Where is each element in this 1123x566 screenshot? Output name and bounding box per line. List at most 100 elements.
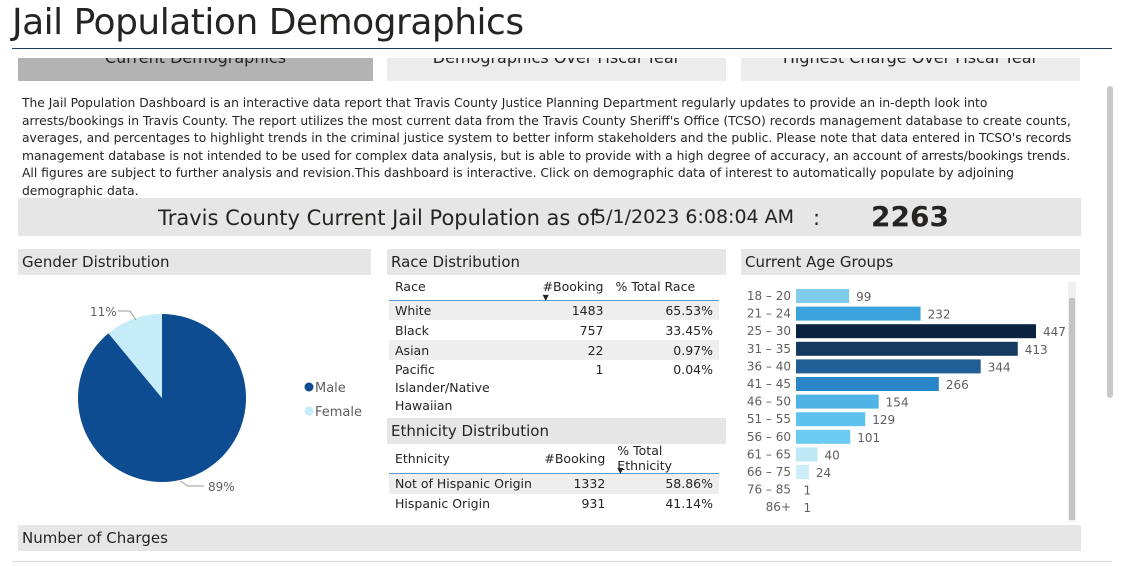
age-bar[interactable] (796, 394, 879, 409)
age-value-label: 101 (857, 431, 880, 445)
table-row[interactable]: White 1483 65.53% (389, 300, 719, 320)
charges-panel-title: Number of Charges (18, 525, 1081, 551)
legend-male[interactable]: Male (315, 381, 346, 396)
pct-cell: 0.97% (609, 340, 719, 360)
race-table: Race #Booking ▼ % Total Race White 1483 6… (389, 274, 719, 417)
pct-cell: 41.14% (665, 496, 713, 511)
banner-separator: : (813, 206, 821, 230)
title-divider (12, 48, 1112, 49)
race-cell: Pacific Islander/Native Hawaiian (395, 362, 490, 413)
age-category-label: 66 – 75 (747, 465, 791, 479)
pct-cell: 33.45% (665, 322, 713, 338)
age-category-label: 76 – 85 (747, 483, 791, 497)
booking-cell: 1483 (536, 300, 610, 320)
age-value-label: 232 (928, 308, 951, 322)
col-ethnicity[interactable]: Ethnicity (395, 450, 450, 466)
bottom-divider (12, 561, 1112, 562)
age-bar[interactable] (796, 412, 866, 427)
age-bar[interactable] (796, 429, 851, 444)
population-count: 2263 (871, 200, 949, 233)
age-category-label: 56 – 60 (747, 430, 791, 444)
legend-dot-female (304, 406, 314, 416)
age-value-label: 447 (1043, 325, 1066, 339)
pie-slice-female[interactable] (108, 314, 162, 398)
age-category-label: 41 – 45 (747, 377, 791, 391)
age-bar-chart[interactable]: 18 – 20 99 21 – 24 232 25 – 30 447 31 – 35 413 3… (741, 282, 1066, 522)
age-category-label: 46 – 50 (747, 395, 791, 409)
age-category-label: 61 – 65 (747, 447, 791, 461)
table-row[interactable]: Asian 22 0.97% (389, 340, 719, 360)
age-category-label: 86+ (766, 500, 791, 514)
female-leader-line (118, 310, 137, 321)
age-scrollbar-thumb[interactable] (1069, 298, 1075, 520)
age-category-label: 18 – 20 (747, 289, 791, 303)
race-cell: White (389, 300, 537, 320)
ethnicity-cell: Hispanic Origin (395, 496, 491, 511)
col-pct-total-race[interactable]: % Total Race (615, 279, 696, 295)
col-pct-total-ethnicity[interactable]: % Total Ethnicity ▼ (617, 443, 673, 475)
age-category-label: 31 – 35 (747, 342, 791, 356)
booking-cell: 757 (579, 322, 604, 338)
banner-date: 5/1/2023 6:08:04 AM (594, 206, 795, 228)
age-value-label: 129 (872, 413, 895, 427)
population-banner: Travis County Current Jail Population as… (18, 198, 1081, 236)
pct-cell: 58.86% (611, 473, 719, 494)
tab-current-demographics[interactable]: Current Demographics (18, 58, 373, 81)
male-leader-line (179, 480, 204, 487)
legend-female[interactable]: Female (315, 405, 362, 420)
banner-label: Travis County Current Jail Population as… (158, 206, 598, 230)
booking-cell: 1 (595, 362, 604, 377)
age-bar[interactable] (796, 324, 1036, 339)
age-value-label: 1 (804, 484, 812, 498)
race-cell: Black (395, 322, 429, 338)
table-row[interactable]: Black 757 33.45% (389, 320, 719, 340)
tab-highest-charge-over-fiscal-year[interactable]: Highest Charge Over Fiscal Year (741, 58, 1080, 81)
tab-label: Current Demographics (18, 58, 373, 67)
age-category-label: 36 – 40 (747, 359, 791, 373)
age-value-label: 344 (988, 360, 1011, 374)
age-bar[interactable] (796, 341, 1018, 356)
booking-cell: 1332 (538, 473, 612, 494)
table-row[interactable]: Pacific Islander/Native Hawaiian 1 0.04% (389, 360, 719, 417)
age-value-label: 40 (824, 448, 839, 462)
age-bar[interactable] (796, 289, 850, 303)
age-value-label: 99 (856, 290, 871, 304)
page-title: Jail Population Demographics (12, 2, 524, 43)
age-category-label: 21 – 24 (747, 307, 791, 321)
ethnicity-cell: Not of Hispanic Origin (389, 473, 539, 494)
pct-cell: 65.53% (609, 300, 719, 320)
col-booking[interactable]: #Booking (544, 450, 606, 466)
age-bar[interactable] (796, 447, 818, 462)
age-value-label: 154 (886, 396, 909, 410)
col-booking[interactable]: #Booking ▼ (542, 279, 604, 302)
pie-label-female: 11% (90, 305, 117, 319)
ethnicity-panel-title: Ethnicity Distribution (387, 418, 726, 444)
sort-down-icon: ▼ (542, 292, 549, 302)
tab-label: Demographics Over Fiscal Year (387, 58, 726, 67)
age-bar[interactable] (796, 359, 981, 374)
sort-down-icon: ▼ (617, 466, 624, 475)
pie-label-male: 89% (208, 480, 235, 494)
booking-cell: 931 (581, 496, 606, 511)
page-scrollbar[interactable] (1107, 86, 1113, 398)
age-value-label: 266 (946, 378, 969, 392)
age-bar[interactable] (796, 377, 939, 391)
col-race[interactable]: Race (395, 279, 426, 295)
age-bar[interactable] (796, 465, 809, 479)
table-row[interactable]: Not of Hispanic Origin 1332 58.86% (389, 473, 719, 494)
age-value-label: 1 (804, 501, 812, 515)
race-cell: Asian (389, 340, 537, 360)
gender-panel-title: Gender Distribution (18, 249, 371, 275)
age-bar[interactable] (796, 306, 921, 321)
age-panel-title: Current Age Groups (741, 249, 1080, 275)
age-category-label: 51 – 55 (747, 412, 791, 426)
gender-pie-chart[interactable]: 11% 89% Male Female (18, 280, 378, 510)
age-value-label: 413 (1025, 343, 1048, 357)
ethnicity-table: Ethnicity #Booking % Total Ethnicity ▼ No… (389, 443, 719, 514)
table-row[interactable]: Hispanic Origin 931 41.14% (389, 494, 719, 514)
intro-text: The Jail Population Dashboard is an inte… (22, 96, 1072, 198)
tab-demographics-over-fiscal-year[interactable]: Demographics Over Fiscal Year (387, 58, 726, 81)
pct-cell: 0.04% (673, 362, 713, 377)
booking-cell: 22 (536, 340, 610, 360)
age-category-label: 25 – 30 (747, 324, 791, 338)
